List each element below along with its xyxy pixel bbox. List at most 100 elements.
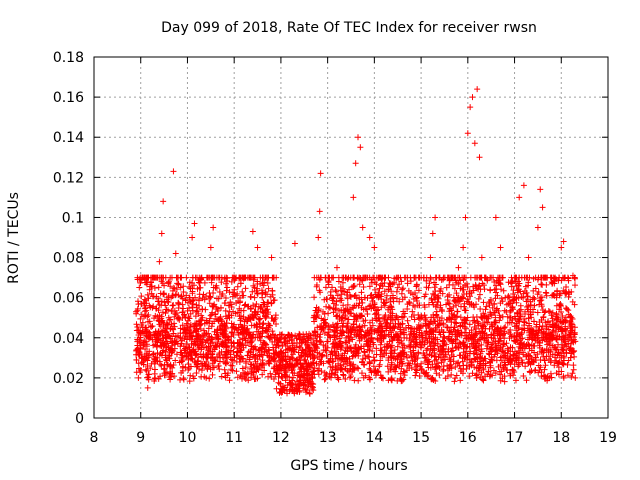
data-point (562, 323, 569, 330)
data-point (187, 334, 194, 341)
data-point (328, 374, 335, 381)
data-point (221, 274, 228, 281)
data-point (549, 309, 556, 316)
data-point (423, 334, 430, 341)
data-point (410, 349, 417, 356)
data-point (321, 376, 328, 383)
data-point (222, 355, 229, 362)
data-point (432, 363, 439, 370)
data-point (196, 321, 203, 328)
data-point (233, 358, 240, 365)
data-point (474, 337, 481, 344)
data-point (450, 358, 457, 365)
data-point (350, 274, 357, 281)
data-point (292, 332, 299, 339)
data-point (531, 302, 538, 309)
data-point (342, 312, 349, 319)
data-point (517, 341, 524, 348)
data-point (483, 303, 490, 310)
data-point (163, 344, 170, 351)
data-point (420, 350, 427, 357)
data-point (569, 370, 576, 377)
data-point (396, 298, 403, 305)
data-point (350, 361, 357, 368)
data-point (150, 350, 157, 357)
data-point (389, 281, 396, 288)
data-point (437, 304, 444, 311)
data-point (331, 327, 338, 334)
data-point (469, 370, 476, 377)
data-point (300, 365, 307, 372)
data-point (331, 334, 338, 341)
data-point (280, 334, 287, 341)
data-point (313, 338, 320, 345)
data-point (545, 349, 552, 356)
data-point (224, 284, 231, 291)
data-point (484, 319, 491, 326)
data-point (525, 302, 532, 309)
data-point (151, 355, 158, 362)
data-point (135, 327, 142, 334)
data-point (195, 297, 202, 304)
data-point (346, 355, 353, 362)
data-point (480, 322, 487, 329)
data-point (453, 320, 460, 327)
data-point (469, 94, 476, 101)
data-point (186, 279, 193, 286)
data-point (516, 194, 523, 201)
data-point (367, 302, 374, 309)
data-point (533, 354, 540, 361)
data-point (348, 310, 355, 317)
data-point (198, 316, 205, 323)
data-point (474, 86, 481, 93)
data-point (258, 333, 265, 340)
data-point (546, 321, 553, 328)
data-point (217, 354, 224, 361)
data-point (568, 314, 575, 321)
data-point (167, 274, 174, 281)
data-point (358, 276, 365, 283)
data-point (205, 336, 212, 343)
data-point (400, 285, 407, 292)
data-point (241, 318, 248, 325)
data-point (564, 361, 571, 368)
data-point (457, 314, 464, 321)
data-point (187, 310, 194, 317)
data-point (460, 284, 467, 291)
data-point (432, 326, 439, 333)
data-point (351, 345, 358, 352)
data-point (137, 315, 144, 322)
data-point (242, 370, 249, 377)
data-point (380, 334, 387, 341)
data-point (252, 376, 259, 383)
data-point (471, 304, 478, 311)
data-point (323, 303, 330, 310)
data-point (496, 280, 503, 287)
data-point (329, 274, 336, 281)
data-point (156, 301, 163, 308)
data-point (446, 329, 453, 336)
data-point (353, 315, 360, 322)
data-point (446, 355, 453, 362)
data-point (148, 283, 155, 290)
data-point (518, 294, 525, 301)
data-point (264, 280, 271, 287)
data-point (477, 305, 484, 312)
data-point (294, 339, 301, 346)
data-point (393, 288, 400, 295)
data-point (335, 344, 342, 351)
data-point (206, 318, 213, 325)
data-point (249, 338, 256, 345)
data-point (433, 308, 440, 315)
data-point (431, 284, 438, 291)
data-point (193, 361, 200, 368)
data-point (142, 324, 149, 331)
data-point (393, 295, 400, 302)
data-point (215, 363, 222, 370)
data-point (464, 356, 471, 363)
data-point (446, 315, 453, 322)
data-point (232, 310, 239, 317)
data-point (242, 285, 249, 292)
data-point (290, 347, 297, 354)
data-point (480, 361, 487, 368)
